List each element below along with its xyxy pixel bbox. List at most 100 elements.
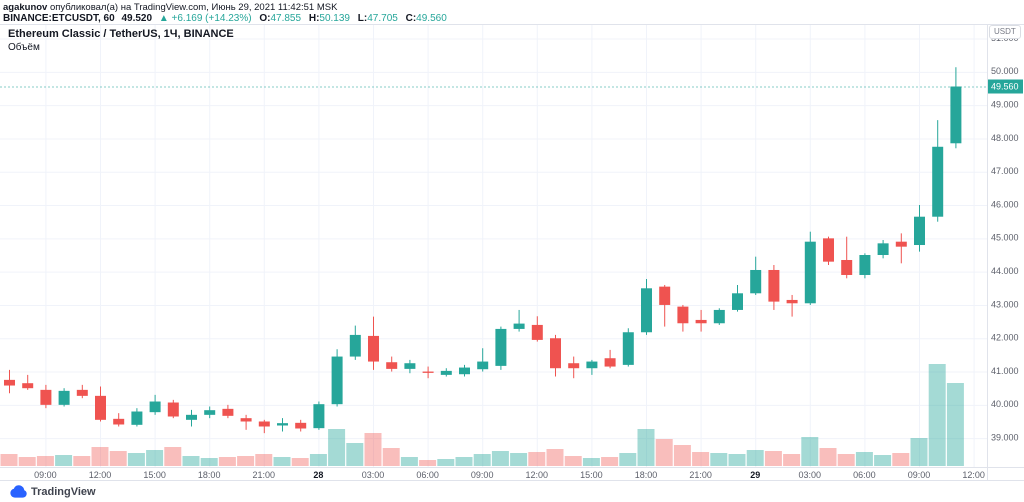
volume-bar — [419, 460, 437, 466]
candle — [531, 316, 543, 342]
candle — [495, 326, 507, 370]
volume-bar — [400, 457, 418, 466]
candle — [477, 348, 489, 372]
time-tick-label: 03:00 — [362, 470, 385, 480]
candle — [404, 359, 416, 374]
currency-unit-chip: USDT — [989, 25, 1021, 39]
volume-indicator-label: Объём — [8, 42, 40, 53]
volume-bar — [346, 443, 364, 466]
time-tick-label: 29 — [750, 470, 760, 480]
cloud-logo-icon — [10, 485, 27, 498]
volume-bar — [237, 456, 255, 466]
candle — [459, 364, 470, 377]
volume-bar — [455, 457, 473, 466]
open-label: O: — [259, 13, 271, 24]
candle — [641, 278, 652, 335]
tradingview-wordmark: TradingView — [31, 485, 96, 498]
volume-bar — [874, 455, 892, 466]
candle — [786, 294, 798, 317]
volume-bar — [36, 456, 54, 466]
candle — [914, 205, 925, 252]
volume-bar — [328, 429, 346, 466]
candle — [622, 328, 634, 367]
author-link[interactable]: agakunov — [3, 2, 48, 13]
candle — [732, 284, 743, 312]
candle — [695, 309, 707, 332]
price-tick-label: 40.000 — [991, 399, 1019, 409]
price-change-value: ▲ +6.169 (+14.23%) — [158, 13, 252, 24]
volume-bar — [91, 447, 109, 466]
volume-bar — [528, 452, 546, 466]
volume-bar — [673, 445, 691, 466]
volume-bar — [164, 447, 182, 466]
volume-bar — [364, 433, 382, 466]
volume-bar — [564, 456, 582, 466]
candle — [804, 231, 816, 305]
time-axis[interactable]: 09:00 12:00 15:00 18:00 21:00 28 03:00 06:00 09:… — [34, 470, 985, 480]
candle — [677, 304, 689, 332]
open-value: 47.855 — [270, 13, 302, 24]
chart-plot-surface[interactable] — [0, 24, 987, 467]
high-label: H: — [308, 13, 320, 24]
candle — [932, 120, 944, 222]
volume-bar — [146, 450, 164, 466]
price-tick-label: 39.000 — [991, 433, 1019, 443]
time-tick-label: 12:00 — [89, 470, 112, 480]
price-tick-label: 45.000 — [991, 233, 1019, 243]
candle — [131, 408, 143, 427]
candle — [422, 366, 434, 379]
candle — [204, 406, 216, 419]
time-tick-label: 06:00 — [853, 470, 876, 480]
byline: agakunov опубликовал(а) на TradingView.c… — [3, 2, 337, 13]
volume-bar — [127, 453, 145, 466]
candle-series — [4, 67, 962, 434]
candle — [440, 368, 452, 377]
candle — [768, 264, 780, 310]
volume-bar — [437, 459, 455, 466]
price-tick-label: 50.000 — [991, 66, 1019, 76]
time-tick-label: 18:00 — [198, 470, 221, 480]
quote-line: BINANCE:ETCUSDT, 60 49.520 ▲ +6.169 (+14… — [3, 13, 447, 24]
price-tick-label: 47.000 — [991, 166, 1019, 176]
time-tick-label: 28 — [313, 470, 323, 480]
price-axis[interactable]: 51.00050.00049.00048.00047.00046.00045.0… — [991, 33, 1019, 443]
candle — [4, 369, 15, 394]
volume-bar — [728, 454, 746, 466]
candle — [513, 309, 525, 332]
low-value: 47.705 — [367, 13, 398, 24]
time-tick-label: 12:00 — [526, 470, 549, 480]
candle — [95, 386, 106, 422]
volume-bar — [18, 457, 36, 466]
volume-bar — [746, 450, 764, 466]
volume-bar — [692, 452, 710, 466]
time-tick-label: 06:00 — [416, 470, 439, 480]
candle — [568, 356, 580, 379]
tradingview-logo-link[interactable]: TradingView — [9, 484, 96, 499]
symbol-label[interactable]: BINANCE:ETCUSDT, 60 — [3, 13, 115, 24]
time-tick-label: 09:00 — [471, 470, 494, 480]
candle — [859, 253, 871, 279]
candle — [167, 399, 179, 419]
candle — [604, 349, 616, 369]
price-tick-label: 44.000 — [991, 266, 1019, 276]
volume-bar — [273, 457, 291, 466]
volume-bar — [382, 448, 400, 466]
candle — [877, 240, 889, 259]
volume-bar — [928, 364, 946, 466]
axis-frame — [0, 24, 1024, 481]
price-tick-label: 46.000 — [991, 199, 1019, 209]
candle — [222, 404, 234, 419]
volume-bar — [637, 429, 655, 466]
volume-bar — [109, 451, 127, 466]
svg-text:49.560: 49.560 — [991, 81, 1019, 91]
chart-title: Ethereum Classic / TetherUS, 1Ч, BINANCE — [8, 28, 234, 40]
candle — [386, 356, 398, 372]
candle — [40, 384, 52, 409]
time-tick-label: 12:00 — [962, 470, 985, 480]
volume-bar — [582, 458, 600, 466]
price-tick-label: 42.000 — [991, 333, 1019, 343]
volume-bar — [837, 454, 855, 466]
volume-bar — [783, 454, 801, 466]
